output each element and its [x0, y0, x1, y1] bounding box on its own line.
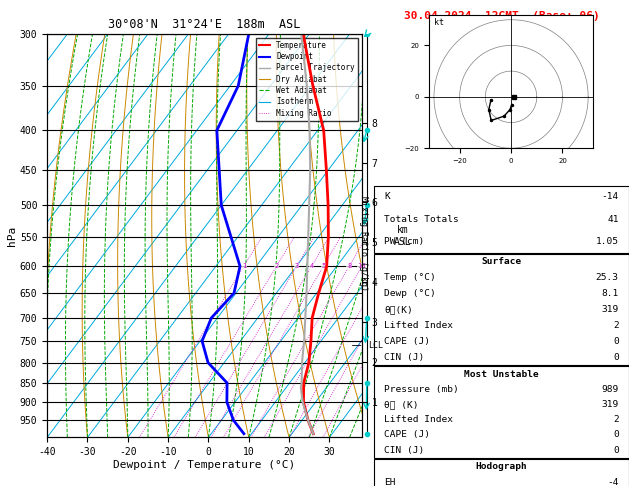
- Text: CIN (J): CIN (J): [384, 353, 425, 362]
- Text: 0: 0: [613, 431, 619, 439]
- Text: 2: 2: [274, 263, 279, 269]
- Y-axis label: km
ASL: km ASL: [394, 225, 411, 246]
- Text: K: K: [384, 192, 390, 201]
- Text: CAPE (J): CAPE (J): [384, 337, 430, 346]
- Text: 989: 989: [601, 385, 619, 394]
- Bar: [374, 254, 629, 365]
- Text: CIN (J): CIN (J): [384, 446, 425, 455]
- Text: Temp (°C): Temp (°C): [384, 273, 436, 282]
- Bar: [374, 366, 629, 458]
- Legend: Temperature, Dewpoint, Parcel Trajectory, Dry Adiabat, Wet Adiabat, Isotherm, Mi: Temperature, Dewpoint, Parcel Trajectory…: [255, 38, 358, 121]
- Text: 2: 2: [613, 321, 619, 330]
- Text: 0: 0: [613, 446, 619, 455]
- Text: Dewp (°C): Dewp (°C): [384, 289, 436, 298]
- Text: Mixing Ratio (g/kg): Mixing Ratio (g/kg): [359, 195, 368, 291]
- Text: 5: 5: [321, 263, 325, 269]
- Text: Pressure (mb): Pressure (mb): [384, 385, 459, 394]
- Y-axis label: hPa: hPa: [7, 226, 17, 246]
- Bar: [374, 186, 629, 253]
- Text: 1.05: 1.05: [596, 237, 619, 246]
- Text: θᴇ (K): θᴇ (K): [384, 400, 419, 409]
- Text: Totals Totals: Totals Totals: [384, 215, 459, 224]
- Text: 0: 0: [613, 353, 619, 362]
- Text: 8.1: 8.1: [601, 289, 619, 298]
- Text: 41: 41: [608, 215, 619, 224]
- Text: LCL: LCL: [368, 341, 382, 350]
- Text: 3: 3: [294, 263, 299, 269]
- Text: 0: 0: [613, 337, 619, 346]
- Title: 30°08'N  31°24'E  188m  ASL: 30°08'N 31°24'E 188m ASL: [108, 18, 301, 32]
- Text: 4: 4: [309, 263, 314, 269]
- Text: θᴇ(K): θᴇ(K): [384, 305, 413, 314]
- Text: 8: 8: [347, 263, 351, 269]
- Text: -4: -4: [608, 478, 619, 486]
- Text: -14: -14: [601, 192, 619, 201]
- Text: 319: 319: [601, 400, 619, 409]
- Text: kt: kt: [434, 18, 444, 27]
- Text: Surface: Surface: [482, 257, 521, 266]
- Text: EH: EH: [384, 478, 396, 486]
- Text: CAPE (J): CAPE (J): [384, 431, 430, 439]
- Text: 2: 2: [613, 415, 619, 424]
- Text: Hodograph: Hodograph: [476, 462, 528, 471]
- Text: 25.3: 25.3: [596, 273, 619, 282]
- Text: Most Unstable: Most Unstable: [464, 369, 539, 379]
- Text: 319: 319: [601, 305, 619, 314]
- Text: 30.04.2024  12GMT  (Base: 06): 30.04.2024 12GMT (Base: 06): [404, 11, 599, 21]
- Text: Lifted Index: Lifted Index: [384, 415, 454, 424]
- Bar: [374, 459, 629, 486]
- Text: 1: 1: [242, 263, 246, 269]
- Text: 10: 10: [358, 263, 366, 269]
- Text: PW (cm): PW (cm): [384, 237, 425, 246]
- X-axis label: Dewpoint / Temperature (°C): Dewpoint / Temperature (°C): [113, 460, 296, 470]
- Text: Lifted Index: Lifted Index: [384, 321, 454, 330]
